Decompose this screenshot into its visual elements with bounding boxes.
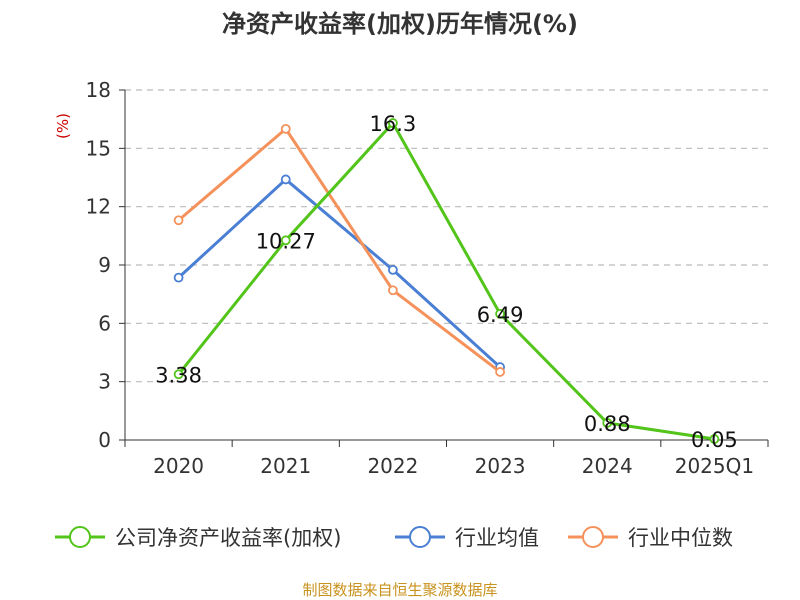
y-tick-label: 9 [98, 253, 111, 277]
x-tick-label: 2024 [582, 454, 633, 478]
series-line [177, 121, 715, 441]
legend[interactable]: 公司净资产收益率(加权) 行业均值 行业中位数 [55, 526, 733, 550]
data-point [495, 367, 505, 377]
x-tick-label: 2023 [475, 454, 526, 478]
series-line [177, 177, 502, 369]
data-label-layer: 3.38 10.27 16.3 6.49 0.88 0.05 [155, 112, 738, 452]
series-layer [173, 118, 720, 444]
data-point [388, 285, 398, 296]
series-industry-mean [173, 174, 505, 372]
y-tick-label: 15 [86, 136, 111, 160]
y-tick-label: 6 [98, 311, 111, 335]
data-point [173, 369, 184, 380]
series-line [177, 127, 501, 374]
grid-layer [125, 89, 768, 383]
data-point [280, 174, 291, 185]
data-label: 0.05 [691, 428, 738, 452]
data-point [602, 417, 613, 428]
legend-marker-icon [409, 526, 431, 548]
y-tick-label: 3 [98, 370, 111, 394]
data-label: 0.88 [584, 412, 631, 436]
y-tick-label: 0 [98, 428, 111, 452]
chart-title: 净资产收益率(加权)历年情况(%) [222, 10, 578, 38]
data-point [173, 215, 184, 226]
data-point [388, 264, 398, 275]
axis-layer: 0 3 6 9 12 15 18 2020 2021 2022 2023 2024 2025Q1 [86, 78, 769, 478]
legend-marker-icon [69, 526, 91, 548]
data-point [280, 123, 291, 134]
legend-label: 公司净资产收益率(加权) [115, 526, 341, 550]
data-point [173, 272, 184, 283]
data-label: 6.49 [477, 303, 524, 327]
data-point [388, 118, 398, 128]
x-tick-label: 2025Q1 [675, 454, 754, 478]
y-tick-label: 12 [86, 195, 111, 219]
data-label: 16.3 [370, 112, 417, 136]
source-note: 制图数据来自恒生聚源数据库 [302, 581, 497, 599]
legend-label: 行业中位数 [628, 526, 733, 550]
legend-item[interactable]: 行业中位数 [568, 526, 733, 550]
y-tick-label: 18 [86, 78, 111, 102]
data-point [495, 308, 505, 319]
legend-marker-icon [582, 526, 604, 548]
data-point [709, 434, 720, 444]
data-label: 3.38 [155, 363, 202, 387]
data-label: 10.27 [256, 229, 316, 253]
x-tick-label: 2022 [367, 454, 418, 478]
y-axis-label: (%) [54, 113, 72, 139]
legend-item[interactable]: 行业均值 [395, 526, 539, 550]
x-tick-label: 2021 [260, 454, 311, 478]
legend-item[interactable]: 公司净资产收益率(加权) [55, 526, 341, 550]
x-tick-label: 2020 [153, 454, 204, 478]
data-point [280, 235, 291, 246]
legend-label: 行业均值 [455, 526, 539, 550]
series-company-roe [173, 118, 720, 444]
series-industry-median [173, 123, 505, 377]
